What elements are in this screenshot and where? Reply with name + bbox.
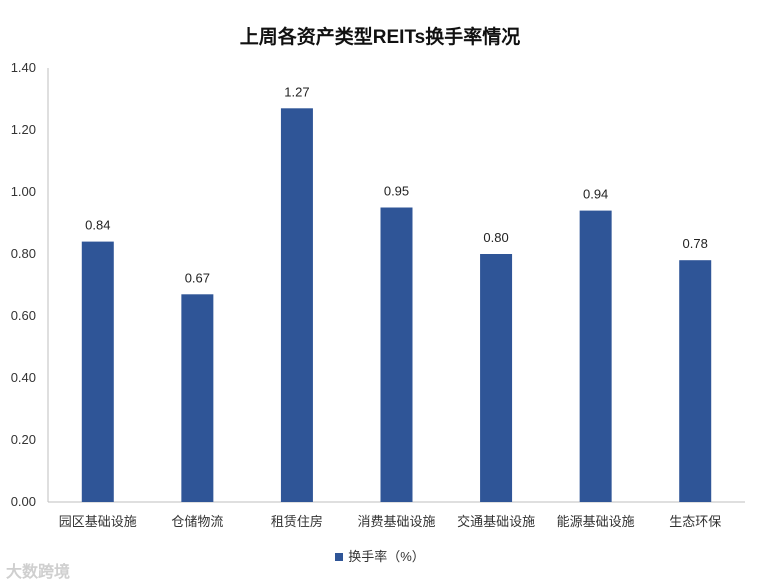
bar (579, 210, 612, 502)
x-tick-label: 仓储物流 (171, 514, 223, 529)
y-tick-label: 0.20 (11, 432, 36, 447)
x-tick-label: 园区基础设施 (59, 514, 137, 529)
y-axis: 0.00 0.20 0.40 0.60 0.80 1.00 1.20 1.40 (11, 60, 49, 509)
y-tick-label: 0.80 (11, 246, 36, 261)
bar (380, 207, 413, 502)
x-tick-label: 租赁住房 (271, 514, 323, 529)
data-label: 0.95 (384, 184, 409, 199)
data-label: 0.78 (683, 236, 708, 251)
chart-title: 上周各资产类型REITs换手率情况 (239, 27, 521, 48)
data-label: 0.84 (85, 218, 110, 233)
legend: 换手率（%） (0, 546, 760, 565)
legend-label: 换手率（%） (348, 549, 425, 564)
y-tick-label: 0.40 (11, 370, 36, 385)
x-tick-label: 交通基础设施 (457, 514, 535, 529)
legend-swatch (335, 553, 344, 561)
watermark: 大数跨境 (6, 564, 71, 581)
bar (679, 260, 712, 502)
bars (81, 108, 712, 503)
y-tick-label: 1.40 (11, 60, 36, 75)
data-label: 0.67 (185, 270, 210, 285)
y-tick-label: 1.20 (11, 122, 36, 137)
y-tick-label: 0.60 (11, 308, 36, 323)
bar (81, 241, 114, 502)
data-label: 1.27 (284, 84, 309, 99)
y-tick-label: 0.00 (11, 494, 36, 509)
x-tick-label: 消费基础设施 (357, 514, 435, 529)
x-tick-label: 能源基础设施 (557, 514, 635, 529)
bar (480, 254, 513, 502)
bar (181, 294, 214, 502)
data-label: 0.94 (583, 187, 608, 202)
bar (280, 108, 313, 503)
data-labels: 0.84 0.67 1.27 0.95 0.80 0.94 0.78 (85, 84, 708, 285)
data-label: 0.80 (483, 230, 508, 245)
y-tick-label: 1.00 (11, 184, 36, 199)
x-tick-label: 生态环保 (669, 514, 721, 529)
x-axis: 园区基础设施 仓储物流 租赁住房 消费基础设施 交通基础设施 能源基础设施 生态环保 (48, 501, 745, 529)
